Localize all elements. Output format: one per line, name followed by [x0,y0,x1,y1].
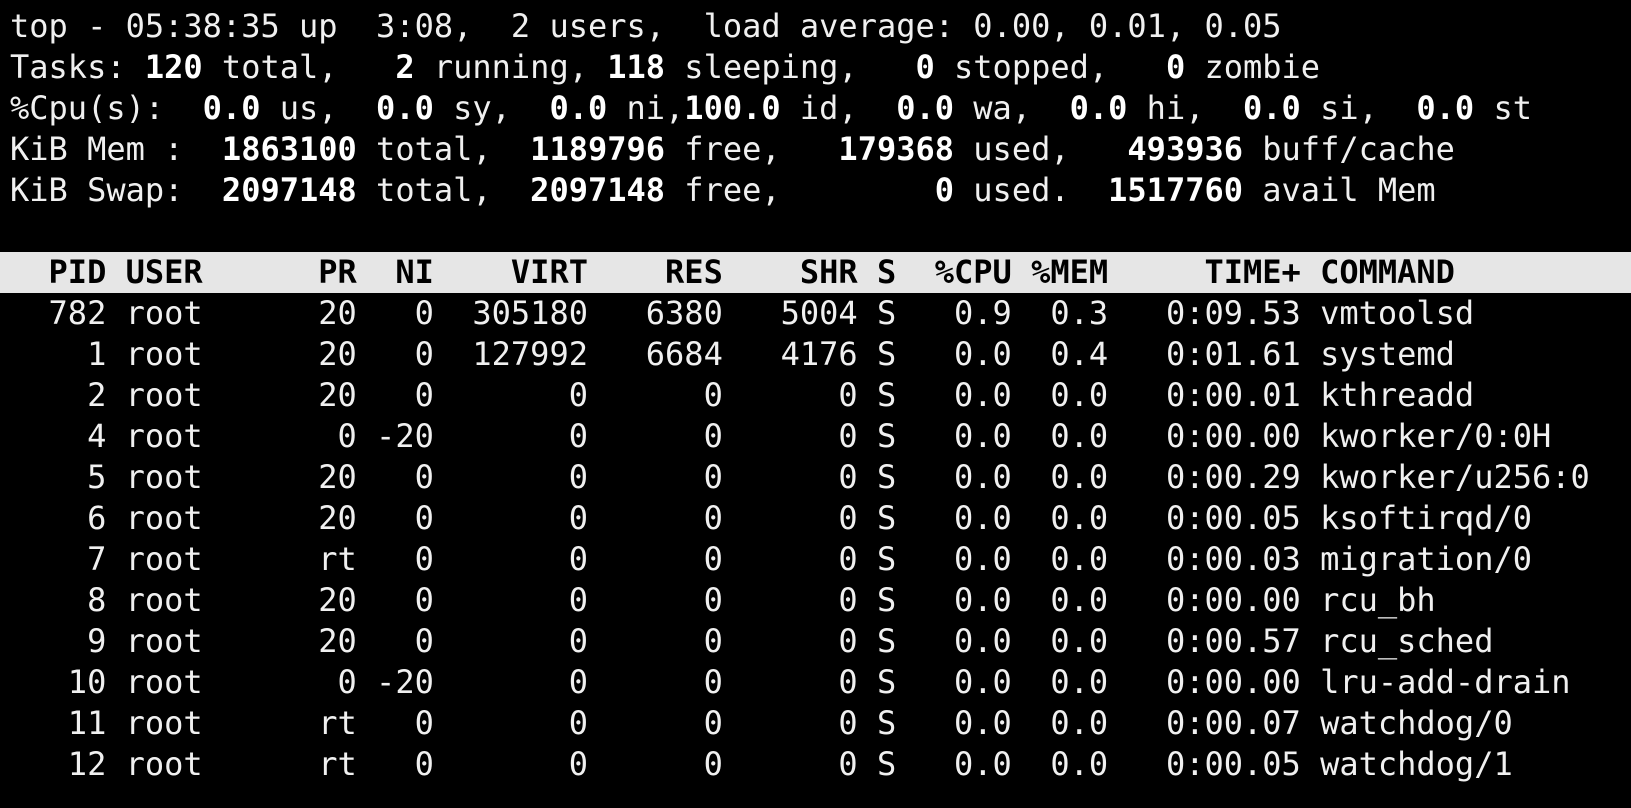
process-row: 10 root 0 -20 0 0 0 S 0.0 0.0 0:00.00 lr… [10,663,1610,701]
process-row: 7 root rt 0 0 0 0 S 0.0 0.0 0:00.03 migr… [10,540,1610,578]
process-row: 782 root 20 0 305180 6380 5004 S 0.9 0.3… [10,294,1610,332]
uptime-line: top - 05:38:35 up 3:08, 2 users, load av… [10,7,1282,45]
process-row: 5 root 20 0 0 0 0 S 0.0 0.0 0:00.29 kwor… [10,458,1610,496]
process-row: 1 root 20 0 127992 6684 4176 S 0.0 0.4 0… [10,335,1610,373]
process-row: 12 root rt 0 0 0 0 S 0.0 0.0 0:00.05 wat… [10,745,1610,783]
process-row: 8 root 20 0 0 0 0 S 0.0 0.0 0:00.00 rcu_… [10,581,1610,619]
process-row: 11 root rt 0 0 0 0 S 0.0 0.0 0:00.07 wat… [10,704,1610,742]
mem-line: KiB Mem : 1863100 total, 1189796 free, 1… [10,130,1455,168]
process-row: 6 root 20 0 0 0 0 S 0.0 0.0 0:00.05 ksof… [10,499,1610,537]
cpu-line: %Cpu(s): 0.0 us, 0.0 sy, 0.0 ni,100.0 id… [10,89,1532,127]
swap-line: KiB Swap: 2097148 total, 2097148 free, 0… [10,171,1436,209]
process-table-header: PID USER PR NI VIRT RES SHR S %CPU %MEM … [0,252,1631,293]
process-table-rows: 782 root 20 0 305180 6380 5004 S 0.9 0.3… [0,293,1631,785]
summary-table-gap [0,211,1631,252]
process-row: 4 root 0 -20 0 0 0 S 0.0 0.0 0:00.00 kwo… [10,417,1610,455]
process-row: 9 root 20 0 0 0 0 S 0.0 0.0 0:00.57 rcu_… [10,622,1610,660]
tasks-line: Tasks: 120 total, 2 running, 118 sleepin… [10,48,1321,86]
process-row: 2 root 20 0 0 0 0 S 0.0 0.0 0:00.01 kthr… [10,376,1610,414]
top-summary: top - 05:38:35 up 3:08, 2 users, load av… [0,6,1631,211]
